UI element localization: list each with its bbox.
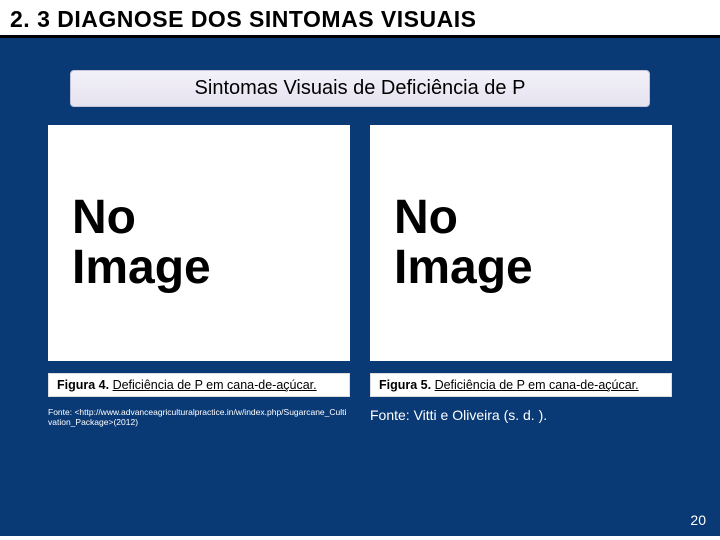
caption-left-desc: Deficiência de P em cana-de-açúcar. bbox=[113, 378, 317, 392]
header-bar: 2. 3 DIAGNOSE DOS SINTOMAS VISUAIS bbox=[0, 0, 720, 38]
figure-panel-right: No Image bbox=[370, 125, 672, 361]
no-image-placeholder-right: No Image bbox=[394, 193, 533, 294]
captions-row: Figura 4. Deficiência de P em cana-de-aç… bbox=[48, 373, 672, 397]
figure-panel-left: No Image bbox=[48, 125, 350, 361]
no-image-line2: Image bbox=[394, 243, 533, 293]
sources-row: Fonte: <http://www.advanceagriculturalpr… bbox=[48, 407, 672, 427]
page-number: 20 bbox=[690, 512, 706, 528]
caption-left-label: Figura 4. bbox=[57, 378, 109, 392]
caption-right: Figura 5. Deficiência de P em cana-de-aç… bbox=[370, 373, 672, 397]
caption-right-desc: Deficiência de P em cana-de-açúcar. bbox=[435, 378, 639, 392]
caption-right-label: Figura 5. bbox=[379, 378, 431, 392]
subtitle-box: Sintomas Visuais de Deficiência de P bbox=[70, 70, 650, 107]
main-area: Sintomas Visuais de Deficiência de P No … bbox=[0, 38, 720, 536]
no-image-line1: No bbox=[394, 193, 533, 243]
no-image-placeholder-left: No Image bbox=[72, 193, 211, 294]
no-image-line2: Image bbox=[72, 243, 211, 293]
caption-left: Figura 4. Deficiência de P em cana-de-aç… bbox=[48, 373, 350, 397]
no-image-line1: No bbox=[72, 193, 211, 243]
slide: 2. 3 DIAGNOSE DOS SINTOMAS VISUAIS Sinto… bbox=[0, 0, 720, 540]
subtitle-text: Sintomas Visuais de Deficiência de P bbox=[195, 77, 526, 99]
source-left: Fonte: <http://www.advanceagriculturalpr… bbox=[48, 407, 350, 427]
source-right: Fonte: Vitti e Oliveira (s. d. ). bbox=[370, 407, 672, 423]
page-title: 2. 3 DIAGNOSE DOS SINTOMAS VISUAIS bbox=[10, 6, 710, 33]
figures-row: No Image No Image bbox=[48, 125, 672, 361]
